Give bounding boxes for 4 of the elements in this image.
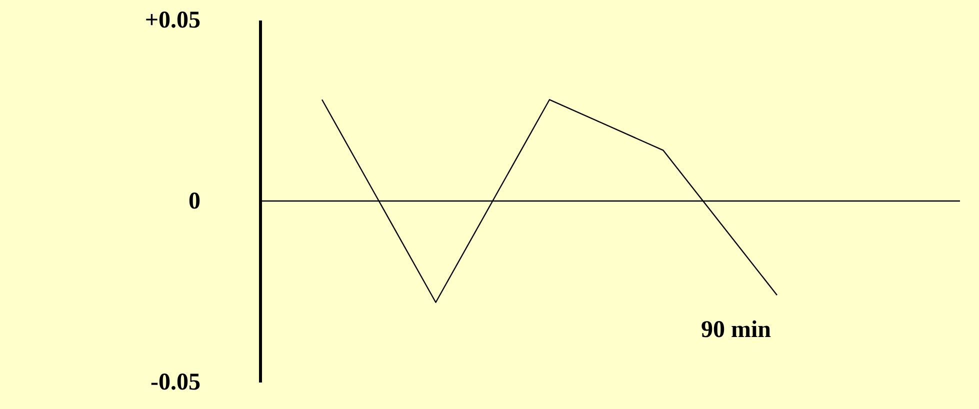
y-tick-label: 0 [188,188,200,214]
y-tick-label: +0.05 [144,8,200,34]
y-tick-label: -0.05 [150,370,200,396]
annotation: 90 min [700,316,772,343]
